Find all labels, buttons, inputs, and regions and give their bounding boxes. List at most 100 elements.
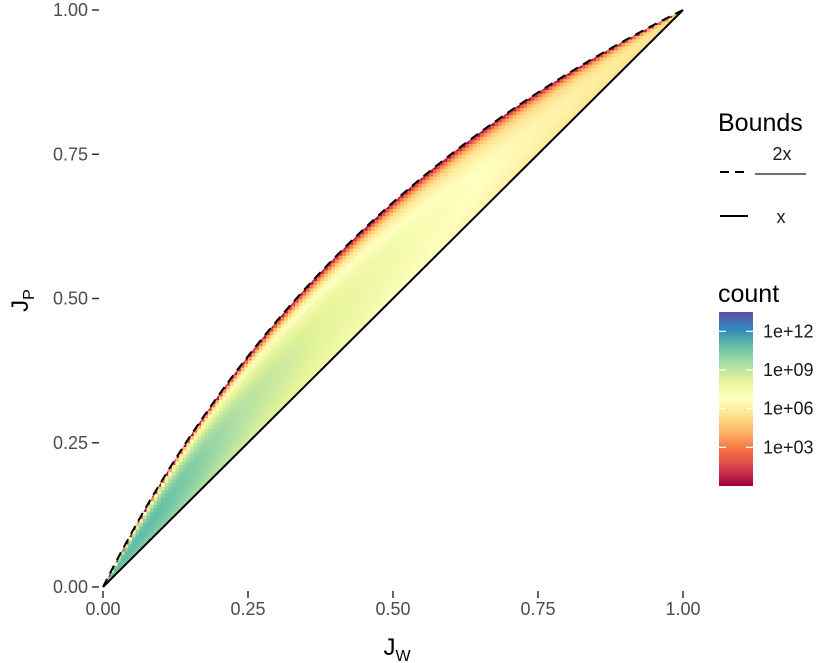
heatmap-tile [237,406,242,411]
heatmap-tile [353,273,358,278]
heatmap-tile [476,208,481,213]
heatmap-tile [331,323,336,328]
heatmap-tile [280,370,285,375]
heatmap-tile [635,49,641,54]
heatmap-tile [592,67,597,72]
heatmap-tile [208,428,213,433]
heatmap-tile [182,460,187,465]
heatmap-tile [182,446,187,451]
heatmap-tile [422,222,427,227]
heatmap-tile [190,489,195,494]
heatmap-tile [342,338,347,343]
heatmap-tile [237,435,242,440]
heatmap-tile [251,363,256,368]
heatmap-tile [523,100,528,105]
heatmap-tile [331,262,336,267]
heatmap-tile [302,323,307,328]
heatmap-tile [400,193,405,199]
heatmap-tile [309,291,314,296]
heatmap-tile [327,345,332,350]
heatmap-tile [190,486,195,491]
heatmap-tile [556,92,561,98]
heatmap-tile [229,446,235,451]
heatmap-tile [371,305,376,310]
heatmap-tile [306,334,311,339]
heatmap-tile [559,78,564,83]
heatmap-tile [436,165,441,170]
heatmap-tile [443,190,448,195]
heatmap-tile [389,251,394,256]
heatmap-tile [345,269,351,274]
heatmap-tile [494,139,499,145]
heatmap-tile [374,305,380,310]
heatmap-tile [447,215,452,220]
heatmap-tile [215,421,220,426]
heatmap-tile [592,92,597,98]
heatmap-tile [487,132,492,137]
heatmap-tile [476,201,481,206]
heatmap-tile [335,309,340,314]
heatmap-tile [581,71,586,76]
heatmap-tile [237,417,242,422]
heatmap-tile [588,92,593,98]
heatmap-tile [632,49,637,54]
heatmap-tile [400,269,405,274]
heatmap-tile [327,316,332,321]
heatmap-tile [291,348,296,354]
heatmap-tile [164,489,169,494]
heatmap-tile [458,193,463,199]
heatmap-tile [534,92,539,98]
heatmap-tile [454,186,459,191]
bounds-legend-title: Bounds [718,109,803,137]
heatmap-tile [135,547,140,552]
heatmap-tile [342,258,347,264]
heatmap-tile [574,78,579,83]
heatmap-tile [262,403,267,408]
heatmap-tile [512,114,517,119]
heatmap-tile [251,399,256,404]
heatmap-tile [382,229,387,235]
heatmap-tile [599,60,604,65]
heatmap-tile [614,60,619,65]
heatmap-tile [610,60,615,65]
heatmap-tile [480,132,485,137]
heatmap-tile [349,284,354,289]
heatmap-tile [342,269,347,274]
heatmap-tile [545,89,550,94]
heatmap-tile [534,143,539,148]
heatmap-tile [302,302,307,307]
heatmap-tile [171,511,177,516]
heatmap-tile [483,132,488,137]
heatmap-tile [226,381,231,386]
heatmap-tile [396,255,401,260]
heatmap-tile [277,345,282,350]
heatmap-tile [251,388,256,393]
heatmap-tile [592,82,597,87]
heatmap-tile [628,38,633,44]
heatmap-tile [193,453,198,458]
heatmap-tile [266,381,271,386]
heatmap-tile [327,327,332,332]
heatmap-tile [567,78,572,83]
heatmap-tile [538,110,543,116]
x-tick-label: 0.75 [520,599,555,619]
heatmap-tile [233,388,238,393]
heatmap-tile [476,154,481,159]
heatmap-tile [614,49,619,54]
heatmap-tile [258,403,264,408]
heatmap-tile [157,500,162,505]
heatmap-tile [273,338,278,343]
heatmap-tile [447,190,452,195]
heatmap-tile [200,460,206,465]
heatmap-tile [345,276,351,282]
heatmap-tile [237,431,242,437]
heatmap-tile [335,266,340,271]
heatmap-tile [574,96,579,101]
heatmap-tile [530,110,535,116]
heatmap-tile [425,197,430,202]
heatmap-tile [400,229,405,235]
heatmap-tile [527,136,532,141]
heatmap-tile [367,316,372,321]
heatmap-tile [374,215,380,220]
heatmap-tile [527,114,532,119]
